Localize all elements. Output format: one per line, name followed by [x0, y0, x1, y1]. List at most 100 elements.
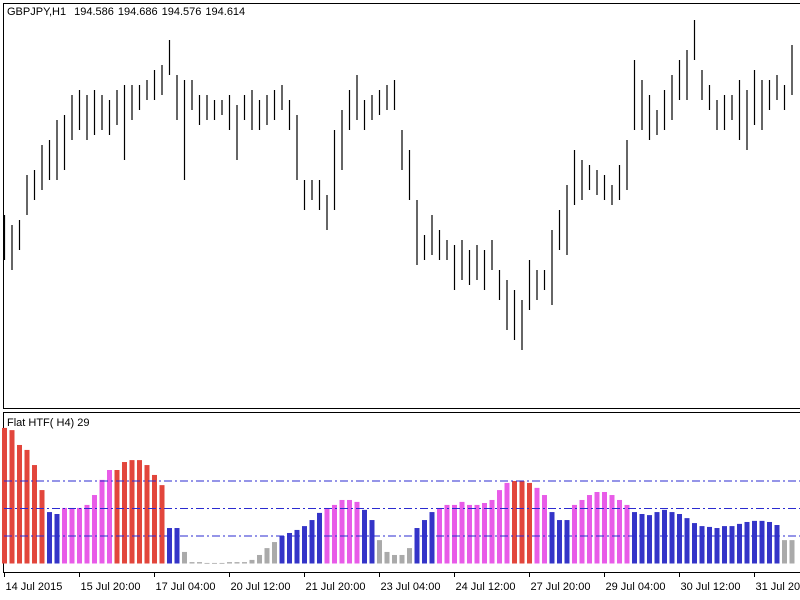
histogram-bar [257, 554, 262, 564]
histogram-bar [99, 479, 105, 564]
histogram-bar [609, 495, 615, 564]
histogram-bar [369, 520, 375, 564]
histogram-bar [122, 462, 127, 564]
histogram-bar [549, 512, 555, 564]
histogram-bar [377, 540, 382, 564]
histogram-bar [789, 540, 795, 564]
x-tick-label: 23 Jul 04:00 [381, 581, 441, 593]
histogram-bar [579, 499, 585, 564]
histogram-bar [422, 520, 427, 564]
histogram-bar [752, 520, 757, 564]
histogram-bar [212, 562, 217, 564]
histogram-bar [527, 482, 532, 564]
histogram-bar [444, 504, 450, 564]
histogram-bar [332, 504, 337, 564]
histogram-bar [272, 542, 277, 564]
histogram-bar [392, 554, 397, 564]
histogram-bar [9, 430, 15, 564]
histogram-bar [684, 518, 690, 564]
histogram-bar [564, 520, 570, 564]
ohlc-value: 194.586 [74, 6, 114, 18]
histogram-bar [767, 521, 772, 564]
histogram-bar [197, 562, 202, 564]
histogram-bar [459, 501, 465, 564]
histogram-bar [467, 504, 472, 564]
histogram-bar [714, 528, 720, 564]
histogram-bar [92, 495, 97, 564]
histogram-bar [399, 554, 405, 564]
histogram-bar [279, 536, 285, 564]
histogram-bar [729, 526, 735, 564]
histogram-bar [722, 526, 727, 564]
histogram-bar [699, 526, 705, 564]
histogram-bar [287, 532, 292, 564]
histogram-bar [339, 499, 345, 564]
histogram-bar [24, 449, 30, 564]
histogram-bar [639, 514, 645, 564]
histogram-bar [174, 528, 180, 564]
histogram-bar [677, 514, 682, 564]
histogram-bar [32, 465, 37, 564]
histogram-bar [482, 503, 487, 564]
histogram-bar [542, 495, 547, 564]
x-tick-label: 14 Jul 2015 [6, 581, 63, 593]
histogram-bar [692, 523, 697, 564]
histogram-bar [302, 526, 307, 564]
histogram-bar [152, 474, 157, 564]
histogram-bar [144, 465, 150, 564]
histogram-bar [497, 490, 502, 564]
histogram-bar [47, 512, 52, 564]
histogram-bar [362, 509, 367, 564]
x-tick-label: 17 Jul 04:00 [156, 581, 216, 593]
x-tick-label: 30 Jul 12:00 [681, 581, 741, 593]
histogram-bar [137, 460, 142, 564]
indicator-title: Flat HTF( H4) 29 [7, 417, 90, 429]
histogram-bar [632, 512, 637, 564]
histogram-bar [429, 512, 435, 564]
histogram-bar [647, 515, 652, 564]
x-tick-label: 20 Jul 12:00 [231, 581, 291, 593]
histogram-bar [227, 562, 232, 564]
histogram-bar [264, 548, 270, 564]
histogram-bar [114, 470, 120, 564]
indicator-pane [3, 412, 800, 573]
x-tick-label: 29 Jul 04:00 [606, 581, 666, 593]
histogram-bar [602, 492, 607, 564]
symbol: GBPJPY,H1 [7, 6, 66, 18]
histogram-bar [242, 562, 247, 564]
histogram-bar [182, 551, 187, 564]
histogram-bar [587, 495, 592, 564]
histogram-bar [654, 512, 660, 564]
histogram-bar [624, 504, 630, 564]
histogram-bar [782, 540, 787, 564]
histogram-bar [452, 504, 457, 564]
histogram-bar [54, 514, 60, 564]
histogram-bar [557, 520, 562, 564]
histogram-bar [189, 562, 195, 564]
x-tick-label: 21 Jul 20:00 [306, 581, 366, 593]
histogram-bar [309, 520, 315, 564]
histogram-bar [407, 548, 412, 564]
histogram-bar [84, 504, 90, 564]
histogram-bar [204, 562, 210, 564]
histogram-bar [744, 521, 750, 564]
histogram-bar [159, 485, 165, 564]
histogram-bar [512, 481, 517, 564]
histogram-bar [107, 470, 112, 564]
histogram-bar [759, 520, 765, 564]
histogram-bar [294, 529, 300, 564]
x-tick-label: 24 Jul 12:00 [456, 581, 516, 593]
ohlc-value: 194.686 [118, 6, 158, 18]
histogram-bar [489, 499, 495, 564]
histogram-bar [39, 490, 45, 564]
histogram-bar [669, 512, 675, 564]
histogram-bar [519, 481, 525, 564]
histogram-bar [2, 427, 7, 564]
histogram-bar [354, 501, 360, 564]
histogram-bar [617, 499, 622, 564]
histogram-bar [594, 492, 600, 564]
histogram-bar [774, 525, 780, 564]
x-tick-label: 27 Jul 20:00 [531, 581, 591, 593]
